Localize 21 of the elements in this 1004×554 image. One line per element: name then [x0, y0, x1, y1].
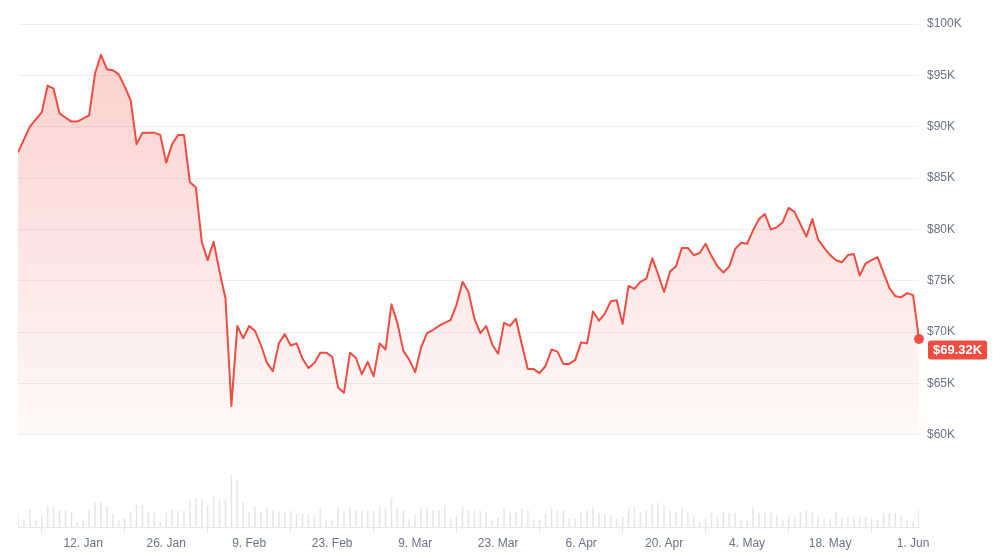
- y-tick-label: $85K: [927, 170, 956, 185]
- y-tick-label: $80K: [927, 221, 956, 236]
- x-tick-label: 9. Mar: [398, 536, 433, 551]
- x-tick-label: 9. Feb: [232, 536, 267, 551]
- x-tick-label: 4. May: [729, 536, 766, 551]
- x-tick-label: 18. May: [808, 536, 852, 551]
- x-tick-label: 26. Jan: [146, 536, 186, 551]
- y-tick-label: $100K: [927, 16, 962, 31]
- annotation: $69.32K: [933, 342, 983, 358]
- y-tick-label: $75K: [927, 273, 956, 288]
- x-tick-label: 12. Jan: [63, 536, 103, 551]
- y-tick-label: $70K: [927, 324, 956, 339]
- x-tick-label: 6. Apr: [565, 536, 597, 551]
- y-tick-label: $65K: [927, 375, 956, 390]
- y-tick-label: $95K: [927, 67, 956, 82]
- y-tick-label: $90K: [927, 119, 956, 134]
- y-tick-label: $60K: [927, 427, 956, 442]
- x-tick-label: 23. Feb: [311, 536, 353, 551]
- x-tick-label: 20. Apr: [645, 536, 684, 551]
- x-tick-label: 1. Jun: [896, 536, 930, 551]
- x-tick-label: 23. Mar: [477, 536, 519, 551]
